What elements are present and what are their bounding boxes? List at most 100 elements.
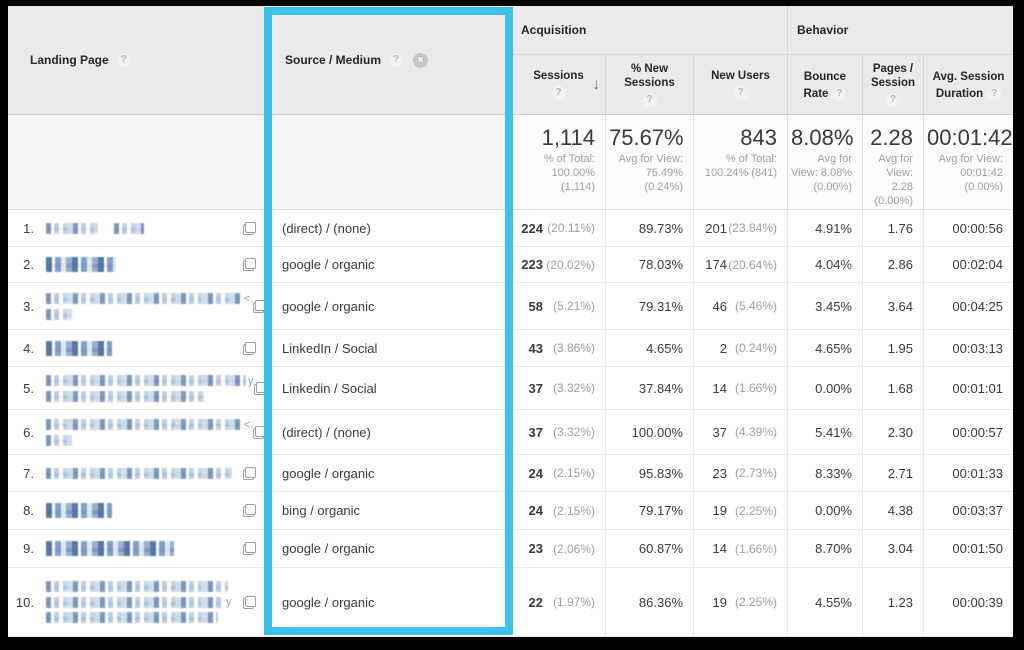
redacted-text-suffix: y [248, 374, 254, 387]
totals-pages-session-note: Avg for View: 2.28 (0.00%) [874, 153, 913, 207]
avg-session-duration-cell: 00:01:33 [923, 455, 1013, 491]
redacted-text-suffix: <. [244, 292, 254, 305]
source-medium-cell: (direct) / (none) [264, 410, 511, 454]
sessions-label: Sessions [533, 70, 584, 82]
redacted-text-line [46, 541, 243, 556]
row-index: 5. [23, 380, 34, 396]
avg-session-duration-cell: 00:02:04 [923, 247, 1013, 282]
bounce-rate-cell: 0.00% [787, 367, 862, 409]
sessions-cell: 24 (2.15%) [511, 492, 605, 529]
sessions-cell: 43 (3.86%) [511, 330, 605, 366]
redacted-text-block [46, 222, 98, 234]
new-users-cell: 19 (2.25%) [693, 568, 787, 636]
totals-pct-new-sessions-note: Avg for View: 75.49% (0.24%) [618, 153, 683, 193]
open-in-new-icon[interactable] [243, 341, 256, 355]
new-users-percent: (2.25%) [734, 503, 777, 518]
sessions-value: 43 [528, 340, 543, 356]
totals-new-users: 843 % of Total: 100.24% (841) [693, 115, 787, 209]
redacted-text-block [46, 308, 72, 320]
redacted-text-line [46, 257, 243, 272]
bounce-rate-cell: 8.33% [787, 455, 862, 491]
pct-new-sessions-value: 37.84% [638, 380, 683, 396]
table-row: 3. <. google / organic 58 (5.21%) 79.31%… [8, 283, 1013, 330]
avg-session-duration-value: 00:02:04 [952, 257, 1003, 272]
source-medium-value: google / organic [282, 257, 375, 272]
bounce-rate-value: 0.00% [815, 503, 852, 518]
redacted-landing-page [46, 339, 243, 358]
redacted-text-line [46, 340, 243, 356]
landing-page-cell: 3. <. [8, 283, 267, 329]
sessions-cell: 224 (20.11%) [511, 210, 605, 246]
open-in-new-icon[interactable] [253, 425, 267, 439]
pages-session-cell: 4.38 [862, 492, 923, 529]
help-icon[interactable]: ? [987, 86, 1002, 101]
table-row: 1. (direct) / (none) 224 (20.11%) 89.73%… [8, 210, 1013, 247]
behavior-label: Behavior [797, 23, 849, 37]
new-users-percent: (0.24%) [734, 341, 777, 355]
open-in-new-icon[interactable] [243, 466, 256, 480]
redacted-text-line [46, 222, 243, 234]
new-users-percent: (20.64%) [728, 257, 777, 272]
sessions-percent: (1.97%) [552, 595, 595, 609]
redacted-text-line [46, 581, 243, 592]
sessions-percent: (20.11%) [547, 221, 595, 235]
column-header-source-medium[interactable]: Source / Medium ? × [264, 6, 511, 114]
pct-new-sessions-value: 79.31% [638, 298, 683, 314]
bounce-rate-cell: 4.04% [787, 247, 862, 282]
open-in-new-icon[interactable] [243, 542, 256, 555]
column-header-pages-session[interactable]: Pages / Session ? [862, 55, 923, 114]
redacted-text-block [46, 375, 246, 386]
column-header-sessions[interactable]: Sessions ? ↓ [511, 55, 605, 114]
column-header-pct-new-sessions[interactable]: % New Sessions ? [605, 55, 693, 114]
help-icon[interactable]: ? [642, 93, 657, 107]
avg-session-duration-cell: 00:03:37 [923, 492, 1013, 529]
pct-new-sessions-cell: 60.87% [605, 530, 693, 567]
column-header-new-users[interactable]: New Users ? [693, 55, 787, 114]
pages-session-value: 4.38 [887, 503, 913, 518]
source-medium-value: LinkedIn / Social [282, 340, 378, 356]
table-row: 5. y Linkedin / Social 37 (3.32%) 37.84%… [8, 367, 1013, 410]
table-body: 1. (direct) / (none) 224 (20.11%) 89.73%… [8, 210, 1013, 637]
column-header-bounce-rate[interactable]: Bounce Rate? [787, 55, 862, 114]
totals-landing-cell [8, 115, 264, 209]
new-users-cell: 19 (2.25%) [693, 492, 787, 529]
open-in-new-icon[interactable] [253, 299, 267, 313]
new-users-percent: (1.66%) [734, 541, 777, 556]
pages-session-value: 3.64 [887, 298, 913, 314]
redacted-text-line [46, 434, 253, 446]
remove-dimension-icon[interactable]: × [413, 52, 429, 68]
source-medium-value: google / organic [282, 298, 375, 314]
totals-row: 1,114 % of Total: 100.00% (1,114) 75.67%… [8, 115, 1013, 210]
avg-session-duration-value: 00:01:01 [952, 380, 1003, 396]
new-users-value: 19 [712, 594, 727, 610]
help-icon[interactable]: ? [551, 86, 566, 100]
totals-sessions: 1,114 % of Total: 100.00% (1,114) [511, 115, 605, 209]
pages-session-value: 1.95 [887, 340, 913, 356]
open-in-new-icon[interactable] [243, 221, 256, 235]
open-in-new-icon[interactable] [243, 595, 256, 609]
redacted-text-line [46, 503, 243, 518]
new-users-value: 174 [705, 257, 727, 272]
help-icon[interactable]: ? [389, 53, 404, 67]
sort-descending-icon[interactable]: ↓ [592, 75, 601, 93]
column-header-landing-page[interactable]: Landing Page ? [8, 6, 264, 114]
new-users-label: New Users [711, 70, 770, 82]
help-icon[interactable]: ? [886, 93, 900, 107]
new-users-value: 14 [712, 541, 727, 556]
totals-sessions-value: 1,114 [541, 125, 595, 150]
open-in-new-icon[interactable] [243, 258, 256, 271]
help-icon[interactable]: ? [832, 86, 847, 101]
totals-sessions-note: % of Total: 100.00% (1,114) [543, 153, 595, 193]
bounce-rate-cell: 3.45% [787, 283, 862, 329]
redacted-text-suffix: <. [244, 418, 254, 431]
open-in-new-icon[interactable] [243, 504, 256, 517]
help-icon[interactable]: ? [116, 53, 131, 67]
new-users-percent: (2.25%) [734, 595, 777, 609]
column-header-avg-session-duration[interactable]: Avg. Session Duration? [923, 55, 1013, 114]
bounce-rate-value: 4.65% [815, 340, 852, 356]
help-icon[interactable]: ? [733, 86, 748, 100]
pages-session-cell: 1.68 [862, 367, 923, 409]
avg-session-duration-label: Avg. Session Duration [932, 71, 1005, 100]
open-in-new-icon[interactable] [253, 381, 267, 395]
redacted-text-line [46, 467, 243, 479]
